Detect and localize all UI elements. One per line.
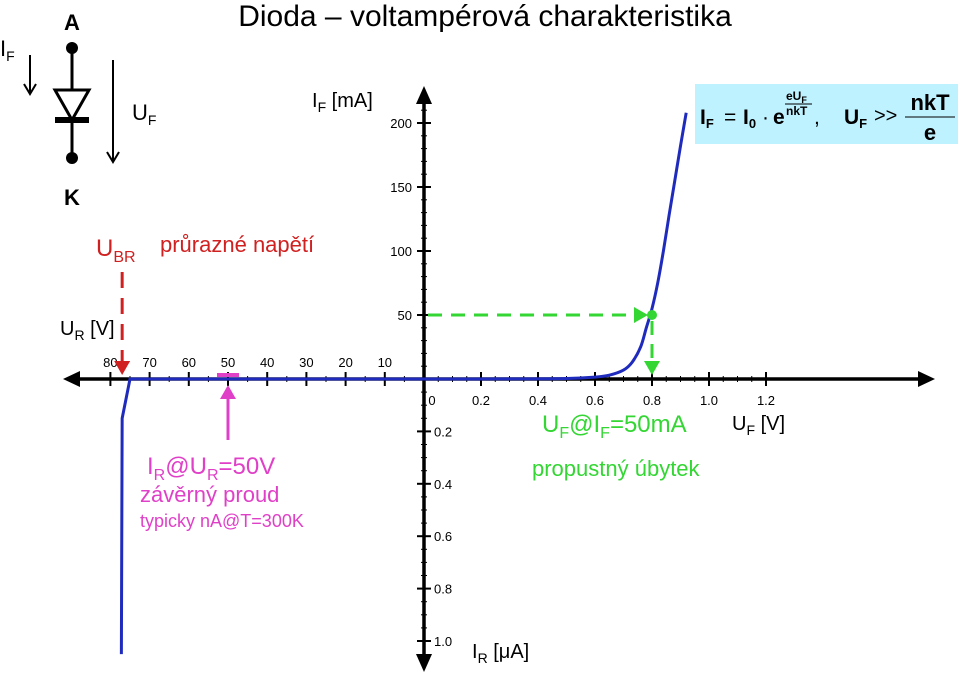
forward-voltage-tick-label: 0: [428, 393, 435, 408]
reverse-voltage-tick-label: 50: [221, 355, 235, 370]
reverse-current-note-typical: typicky nA@T=300K: [140, 511, 304, 531]
cathode-label: K: [64, 185, 80, 210]
reverse-current-axis-label: IR [μA]: [472, 641, 529, 666]
forward-current-tick-label: 200: [390, 116, 412, 131]
reverse-voltage-tick-label: 20: [338, 355, 352, 370]
diode-symbol: IF A K UF: [0, 10, 156, 210]
reverse-current-tick-label: 0.8: [434, 582, 452, 597]
reverse-current-tick-label: 0.2: [434, 424, 452, 439]
reverse-current-tick-label: 0.6: [434, 529, 452, 544]
forward-current-tick-label: 150: [390, 180, 412, 195]
operating-point-vertical-arrow: [644, 361, 660, 375]
page-title: Dioda – voltampérová charakteristika: [238, 0, 732, 33]
forward-voltage-tick-label: 1.2: [757, 393, 775, 408]
forward-current-tick-label: 100: [390, 244, 412, 259]
forward-curve: [423, 112, 688, 381]
reverse-marker-arrow: [220, 385, 236, 399]
forward-voltage-tick-label: 1.0: [700, 393, 718, 408]
formula-exponent-numerator: eUF: [786, 89, 807, 105]
forward-current-axis-label: IF [mA]: [312, 90, 373, 115]
formula-condition-numerator: nkT: [910, 90, 950, 115]
reverse-curve: [119, 377, 424, 655]
forward-voltage-note-desc: propustný úbytek: [532, 456, 701, 481]
annotation-markers: [114, 272, 660, 440]
forward-voltage-tick-label: 0.2: [472, 393, 490, 408]
formula-background: [695, 84, 958, 144]
breakdown-label: UBR: [96, 235, 136, 266]
breakdown-text: průrazné napětí: [160, 232, 314, 257]
reverse-voltage-tick-label: 10: [378, 355, 392, 370]
reverse-current-note-title: IR@UR=50V: [147, 453, 275, 484]
breakdown-arrow: [114, 361, 131, 375]
formula-comma: ,: [814, 106, 820, 129]
formula-condition-lhs: UF: [844, 106, 867, 131]
current-axis-arrow-up: [416, 86, 432, 104]
reverse-voltage-axis-label: UR [V]: [60, 318, 115, 343]
axis-ticks: 50 100 150 200 0 0.2 0.4 0.6 0.8 1.0 1.2 10 20 30 40 50…: [103, 109, 775, 649]
current-axis-arrow-down: [416, 654, 432, 672]
forward-voltage-tick-label: 0.6: [586, 393, 604, 408]
operating-point-horizontal-arrow: [634, 307, 648, 323]
formula-exponent-denominator: nkT: [786, 104, 808, 118]
reverse-voltage-tick-label: 30: [299, 355, 313, 370]
cathode-terminal: [66, 152, 78, 164]
reverse-voltage-tick-label: 80: [103, 355, 117, 370]
forward-voltage-axis-label: UF [V]: [732, 413, 785, 438]
formula-box: IF = I0 · e eUF nkT , UF >> nkT e: [695, 84, 958, 145]
formula-lhs: IF: [700, 106, 714, 131]
voltage-arrow-head: [106, 151, 120, 164]
forward-voltage-tick-label: 0.4: [529, 393, 547, 408]
formula-i0: I0: [743, 106, 756, 131]
formula-dot: ·: [762, 106, 769, 129]
formula-e: e: [773, 106, 785, 129]
symbol-current-label: IF: [0, 36, 15, 64]
current-arrow-head: [23, 83, 37, 96]
formula-equals: =: [724, 106, 736, 129]
voltage-axis-arrow-right: [918, 371, 935, 387]
symbol-voltage-label: UF: [132, 100, 156, 128]
reverse-current-note-desc: závěrný proud: [140, 482, 279, 507]
forward-voltage-note-title: UF@IF=50mA: [542, 411, 687, 442]
voltage-axis-arrow-left: [63, 371, 80, 387]
reverse-current-tick-label: 0.4: [434, 477, 452, 492]
operating-point-dot: [647, 310, 657, 320]
reverse-voltage-tick-label: 40: [260, 355, 274, 370]
forward-voltage-tick-label: 0.8: [643, 393, 661, 408]
anode-label: A: [64, 10, 80, 35]
formula-condition-op: >>: [874, 105, 897, 127]
reverse-voltage-tick-label: 60: [182, 355, 196, 370]
reverse-current-tick-label: 1.0: [434, 634, 452, 649]
curves: [119, 112, 688, 655]
reverse-voltage-tick-label: 70: [142, 355, 156, 370]
formula-condition-denominator: e: [924, 120, 936, 145]
forward-current-tick-label: 50: [398, 308, 412, 323]
diode-triangle: [52, 88, 92, 124]
